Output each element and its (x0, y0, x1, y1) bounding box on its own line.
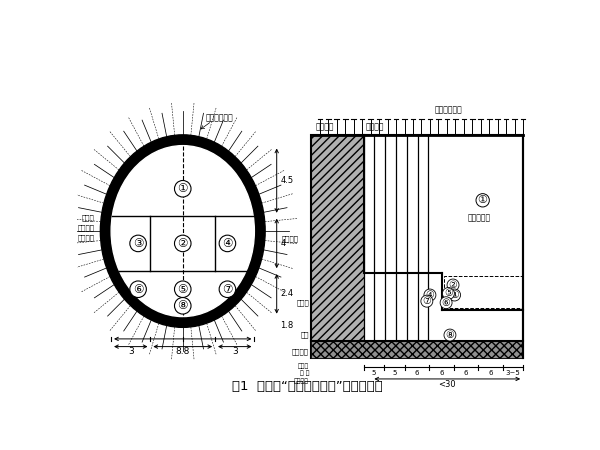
Text: 6: 6 (439, 370, 443, 376)
Text: 初期支护: 初期支护 (365, 123, 384, 132)
Text: 3~5: 3~5 (506, 370, 520, 376)
Text: ⑦: ⑦ (222, 283, 233, 296)
Text: 5: 5 (372, 370, 376, 376)
Text: <30: <30 (439, 380, 456, 389)
Text: ③: ③ (133, 237, 143, 250)
Text: 防水板: 防水板 (298, 363, 309, 369)
Text: 4: 4 (281, 239, 286, 248)
Text: 5: 5 (392, 370, 397, 376)
Text: ⑥: ⑥ (442, 298, 451, 308)
Text: 初期支护: 初期支护 (292, 349, 309, 356)
Text: ②: ② (449, 280, 457, 290)
Text: 二次衷硕: 二次衷硕 (315, 123, 334, 132)
Text: ①: ① (450, 290, 459, 300)
Bar (442, 135, 523, 310)
Text: 6: 6 (415, 370, 419, 376)
Text: 6: 6 (488, 370, 493, 376)
Text: ④: ④ (222, 237, 233, 250)
Bar (311, 135, 364, 341)
Text: 8.8: 8.8 (176, 347, 190, 356)
Text: 仰 拱: 仰 拱 (299, 371, 309, 376)
Text: 临时仰拱: 临时仰拱 (281, 235, 298, 242)
Ellipse shape (100, 135, 265, 327)
Text: ⑦: ⑦ (422, 296, 431, 306)
Text: 仰拱: 仰拱 (301, 332, 309, 338)
Text: 封闭板: 封闭板 (82, 214, 94, 220)
Text: ⑤: ⑤ (178, 283, 188, 296)
Bar (311, 135, 523, 358)
Text: 钢架未示全: 钢架未示全 (467, 213, 490, 222)
Bar (311, 341, 523, 358)
Text: 1.8: 1.8 (281, 321, 294, 330)
Text: 系统径向锁杆: 系统径向锁杆 (435, 105, 463, 114)
Text: 6: 6 (464, 370, 468, 376)
Text: ⑧: ⑧ (446, 330, 454, 340)
Text: 系统锐角锚杆: 系统锐角锚杆 (206, 113, 233, 122)
Text: 3: 3 (232, 347, 238, 356)
Text: ⑧: ⑧ (178, 299, 188, 312)
Text: 3: 3 (128, 347, 134, 356)
Text: 2.4: 2.4 (281, 289, 293, 298)
Text: ①: ① (478, 195, 488, 205)
Text: ④: ④ (425, 290, 434, 300)
Text: 锁脚手架: 锁脚手架 (77, 224, 94, 230)
Text: 临时仰拱: 临时仰拱 (77, 234, 94, 241)
Text: ⑤: ⑤ (444, 288, 453, 298)
Text: 初期支护: 初期支护 (294, 378, 309, 384)
Ellipse shape (111, 146, 254, 316)
Text: ②: ② (178, 237, 188, 250)
Text: ⑥: ⑥ (133, 283, 143, 296)
Bar (364, 135, 442, 274)
Bar (444, 276, 521, 308)
Text: 防水板: 防水板 (296, 299, 309, 306)
Text: ①: ① (178, 182, 188, 195)
Text: 图1  河底段“三台阶七步法”施工步序图: 图1 河底段“三台阶七步法”施工步序图 (232, 380, 383, 393)
Text: 4.5: 4.5 (281, 176, 293, 185)
